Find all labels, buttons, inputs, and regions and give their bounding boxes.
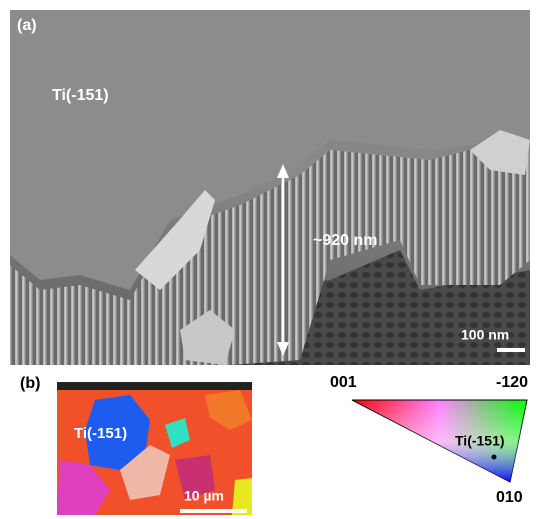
map-edge — [57, 382, 252, 390]
scale-label: 100 nm — [461, 327, 509, 343]
orientation-point — [492, 455, 497, 460]
panel-label: (a) — [17, 17, 37, 34]
ipf-legend: 001 -120 010 Ti(-151) — [330, 374, 528, 506]
thickness-label: ~920 nm — [313, 232, 377, 249]
scale-label: 10 µm — [184, 488, 224, 504]
corner-label: 010 — [496, 489, 523, 506]
point-label: Ti(-151) — [455, 433, 505, 449]
panel-label: (b) — [20, 375, 40, 392]
orientation-label: Ti(-151) — [74, 425, 127, 442]
corner-label: 001 — [330, 374, 357, 391]
sem-image: (a) Ti(-151) ~920 nm 100 nm — [10, 10, 530, 365]
figure: (a) Ti(-151) ~920 nm 100 nm (b) Ti(-151)… — [0, 0, 541, 519]
orientation-label: Ti(-151) — [52, 87, 109, 104]
ebsd-map: Ti(-151) 10 µm — [57, 382, 252, 515]
corner-label: -120 — [496, 374, 528, 391]
